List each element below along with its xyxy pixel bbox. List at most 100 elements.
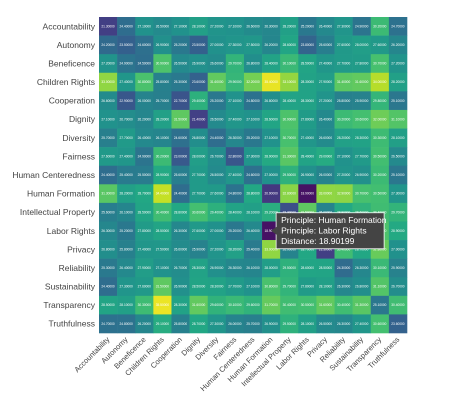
- heatmap-cell[interactable]: [171, 109, 190, 129]
- heatmap-cell[interactable]: [207, 128, 227, 148]
- heatmap-cell[interactable]: [280, 314, 299, 334]
- heatmap-cell[interactable]: [189, 202, 209, 222]
- heatmap-cell[interactable]: [99, 184, 118, 204]
- heatmap-cell[interactable]: [262, 165, 281, 185]
- heatmap-cell[interactable]: [388, 240, 408, 259]
- heatmap-cell[interactable]: [352, 35, 372, 55]
- heatmap-cell[interactable]: [316, 147, 335, 167]
- heatmap-cell[interactable]: [171, 72, 190, 92]
- heatmap-cell[interactable]: [225, 147, 245, 167]
- heatmap-cell[interactable]: [243, 91, 263, 111]
- heatmap-cell[interactable]: [189, 184, 209, 204]
- heatmap-cell[interactable]: [280, 91, 299, 111]
- heatmap-cell[interactable]: [207, 240, 227, 259]
- heatmap-cell[interactable]: [388, 109, 408, 129]
- heatmap-cell[interactable]: [189, 35, 209, 55]
- heatmap-cell[interactable]: [243, 221, 263, 241]
- heatmap-cell[interactable]: [243, 240, 263, 259]
- heatmap-cell[interactable]: [243, 277, 263, 297]
- heatmap-cell[interactable]: [207, 109, 227, 129]
- heatmap-cell[interactable]: [135, 277, 154, 297]
- heatmap-cell[interactable]: [207, 202, 227, 222]
- heatmap-cell[interactable]: [171, 295, 190, 315]
- heatmap-cell[interactable]: [262, 128, 281, 148]
- heatmap-cell[interactable]: [225, 240, 245, 259]
- heatmap-cell[interactable]: [153, 202, 172, 222]
- heatmap-cell[interactable]: [171, 184, 190, 204]
- heatmap-cell[interactable]: [370, 17, 390, 36]
- heatmap-cell[interactable]: [189, 128, 209, 148]
- heatmap-cell[interactable]: [298, 165, 317, 185]
- heatmap-cell[interactable]: [316, 295, 335, 315]
- heatmap-cell[interactable]: [171, 221, 190, 241]
- heatmap-cell[interactable]: [207, 295, 227, 315]
- heatmap-cell[interactable]: [388, 184, 408, 204]
- heatmap-cell[interactable]: [280, 147, 299, 167]
- heatmap-cell[interactable]: [316, 165, 335, 185]
- heatmap-cell[interactable]: [243, 72, 263, 92]
- heatmap-cell[interactable]: [153, 91, 172, 111]
- heatmap-cell[interactable]: [135, 221, 154, 241]
- heatmap-cell[interactable]: [352, 54, 372, 74]
- heatmap-cell[interactable]: [117, 314, 136, 334]
- heatmap-cell[interactable]: [135, 258, 154, 278]
- heatmap-cell[interactable]: [171, 35, 190, 55]
- heatmap-cell[interactable]: [334, 295, 353, 315]
- heatmap-cell[interactable]: [189, 221, 209, 241]
- heatmap-cell[interactable]: [243, 17, 263, 36]
- heatmap-cell[interactable]: [117, 72, 136, 92]
- heatmap-cell[interactable]: [280, 295, 299, 315]
- heatmap-cell[interactable]: [153, 17, 172, 36]
- heatmap-cell[interactable]: [334, 17, 353, 36]
- heatmap-cell[interactable]: [135, 295, 154, 315]
- heatmap-cell[interactable]: [153, 72, 172, 92]
- heatmap-cell[interactable]: [99, 221, 118, 241]
- heatmap-cell[interactable]: [298, 128, 317, 148]
- heatmap-cell[interactable]: [243, 54, 263, 74]
- heatmap-cell[interactable]: [207, 277, 227, 297]
- heatmap-cell[interactable]: [135, 54, 154, 74]
- heatmap-cell[interactable]: [316, 109, 335, 129]
- heatmap-cell[interactable]: [207, 17, 227, 36]
- heatmap-cell[interactable]: [352, 147, 372, 167]
- heatmap-cell[interactable]: [99, 240, 118, 259]
- heatmap-cell[interactable]: [352, 128, 372, 148]
- heatmap-cell[interactable]: [153, 109, 172, 129]
- heatmap-cell[interactable]: [153, 184, 172, 204]
- heatmap-cell[interactable]: [225, 17, 245, 36]
- heatmap-cell[interactable]: [225, 128, 245, 148]
- heatmap-cell[interactable]: [334, 258, 353, 278]
- heatmap-cell[interactable]: [189, 91, 209, 111]
- heatmap-cell[interactable]: [225, 202, 245, 222]
- heatmap-cell[interactable]: [117, 35, 136, 55]
- heatmap-cell[interactable]: [280, 109, 299, 129]
- heatmap-cell[interactable]: [334, 165, 353, 185]
- heatmap-cell[interactable]: [388, 147, 408, 167]
- heatmap-cell[interactable]: [262, 35, 281, 55]
- heatmap-cell[interactable]: [225, 277, 245, 297]
- heatmap-cell[interactable]: [99, 35, 118, 55]
- heatmap-cell[interactable]: [189, 165, 209, 185]
- heatmap-cell[interactable]: [153, 314, 172, 334]
- heatmap-cell[interactable]: [298, 147, 317, 167]
- heatmap-cell[interactable]: [243, 165, 263, 185]
- heatmap-cell[interactable]: [99, 109, 118, 129]
- heatmap-cell[interactable]: [117, 295, 136, 315]
- heatmap-cell[interactable]: [153, 54, 172, 74]
- heatmap-cell[interactable]: [352, 258, 372, 278]
- heatmap-cell[interactable]: [99, 258, 118, 278]
- heatmap-cell[interactable]: [207, 54, 227, 74]
- heatmap-cell[interactable]: [189, 147, 209, 167]
- heatmap-cell[interactable]: [99, 128, 118, 148]
- heatmap-cell[interactable]: [207, 165, 227, 185]
- heatmap-cell[interactable]: [352, 277, 372, 297]
- heatmap-cell[interactable]: [189, 295, 209, 315]
- heatmap-cell[interactable]: [388, 128, 408, 148]
- heatmap-cell[interactable]: [352, 91, 372, 111]
- heatmap-cell[interactable]: [280, 128, 299, 148]
- heatmap-cell[interactable]: [334, 314, 353, 334]
- heatmap-cell[interactable]: [388, 165, 408, 185]
- heatmap-cell[interactable]: [171, 91, 190, 111]
- heatmap-cell[interactable]: [171, 314, 190, 334]
- heatmap-cell[interactable]: [99, 54, 118, 74]
